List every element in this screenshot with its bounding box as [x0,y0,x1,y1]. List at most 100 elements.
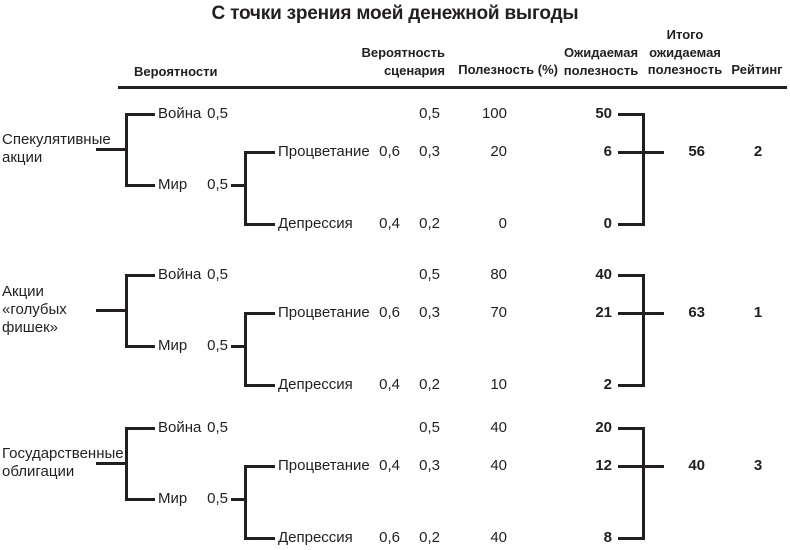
peace-connector-line [231,498,246,501]
prosperity-branch-line [244,151,275,154]
total-expected-utility: 56 [688,143,705,160]
peace-probability: 0,5 [207,490,228,507]
peace-connector-line [231,345,246,348]
prosperity-expected-utility: 12 [595,457,612,474]
sum-bracket-middle-line [618,465,664,468]
war-probability: 0,5 [207,105,228,122]
label-connector-line [96,148,127,151]
war-scenario-probability: 0,5 [419,419,440,436]
peace-probability: 0,5 [207,337,228,354]
option-label: Государственные облигации [2,445,128,481]
sum-bracket-top-line [618,427,644,430]
depression-scenario-probability: 0,2 [419,529,440,546]
col-header-utility: Полезность (%) [458,62,558,77]
label-connector-line [96,309,127,312]
decision-block: Спекулятивные акции Война 0,5 Мир 0,5 Пр… [0,104,790,236]
peace-branch-line [125,498,155,501]
depression-probability: 0,6 [379,529,400,546]
col-header-probabilities: Вероятности [134,64,218,79]
level1-bracket-line [125,113,128,187]
col-header-total-expected-utility: Итого ожидаемая полезность [643,26,727,79]
prosperity-utility: 20 [490,143,507,160]
sum-bracket-bottom-line [618,537,644,540]
option-label-line2: облигации [2,463,75,480]
prosperity-scenario-probability: 0,3 [419,143,440,160]
col-header-total-expected-utility-line2: ожидаемая [649,44,721,60]
col-header-expected-utility-line1: Ожидаемая [563,45,639,60]
col-header-expected-utility-line2: полезность [563,62,639,78]
prosperity-scenario-probability: 0,3 [419,304,440,321]
war-scenario-probability: 0,5 [419,266,440,283]
col-header-total-expected-utility-line1: Итого [666,27,704,42]
sum-bracket-middle-line [618,151,664,154]
option-label: Спекулятивные акции [2,131,128,167]
prosperity-expected-utility: 6 [603,143,612,160]
war-utility: 40 [490,419,507,436]
prosperity-probability: 0,4 [379,457,400,474]
war-branch-label: Война [158,105,202,122]
depression-utility: 10 [490,376,507,393]
peace-branch-label: Мир [158,490,188,507]
sum-bracket-top-line [618,113,644,116]
war-branch-label: Война [158,419,202,436]
depression-expected-utility: 8 [603,529,612,546]
depression-expected-utility: 0 [603,215,612,232]
depression-branch-line [244,223,275,226]
peace-connector-line [231,184,246,187]
war-branch-label: Война [158,266,202,283]
sum-bracket-vertical-line [642,427,645,540]
col-header-scenario-probability-line2: сценария [383,62,445,78]
sum-bracket-vertical-line [642,274,645,387]
option-label-line1: Спекулятивные [2,131,111,148]
level2-bracket-line [244,151,247,226]
col-header-scenario-probability: Вероятность сценария [327,44,446,79]
sum-bracket-vertical-line [642,113,645,226]
prosperity-branch-label: Процветание [278,457,370,474]
depression-branch-label: Депрессия [278,215,353,232]
depression-probability: 0,4 [379,376,400,393]
war-utility: 80 [490,266,507,283]
level1-bracket-line [125,427,128,501]
prosperity-probability: 0,6 [379,304,400,321]
prosperity-scenario-probability: 0,3 [419,457,440,474]
level2-bracket-line [244,312,247,387]
prosperity-branch-line [244,465,275,468]
war-expected-utility: 50 [595,105,612,122]
war-probability: 0,5 [207,266,228,283]
sum-bracket-bottom-line [618,223,644,226]
depression-branch-label: Депрессия [278,376,353,393]
decision-block: Акции «голубых фишек» Война 0,5 Мир 0,5 … [0,265,790,397]
depression-branch-label: Депрессия [278,529,353,546]
prosperity-probability: 0,6 [379,143,400,160]
prosperity-expected-utility: 21 [595,304,612,321]
prosperity-branch-line [244,312,275,315]
war-branch-line [125,274,155,277]
col-header-total-expected-utility-line3: полезность [647,62,723,77]
depression-utility: 40 [490,529,507,546]
decision-block: Государственные облигации Война 0,5 Мир … [0,418,790,550]
war-expected-utility: 20 [595,419,612,436]
peace-branch-label: Мир [158,337,188,354]
war-scenario-probability: 0,5 [419,105,440,122]
peace-branch-label: Мир [158,176,188,193]
option-label-line1: Государственные [2,445,124,462]
depression-branch-line [244,384,275,387]
level2-bracket-line [244,465,247,540]
war-branch-line [125,113,155,116]
rating-value: 3 [753,457,763,474]
peace-branch-line [125,184,155,187]
sum-bracket-bottom-line [618,384,644,387]
col-header-rating: Рейтинг [731,62,783,77]
peace-branch-line [125,345,155,348]
peace-probability: 0,5 [207,176,228,193]
prosperity-branch-label: Процветание [278,143,370,160]
rating-value: 1 [753,304,763,321]
depression-branch-line [244,537,275,540]
depression-expected-utility: 2 [603,376,612,393]
col-header-scenario-probability-line1: Вероятность [361,45,446,60]
option-label-line1: Акции [2,283,44,300]
prosperity-branch-label: Процветание [278,304,370,321]
label-connector-line [96,462,127,465]
option-label-line2: «голубых [2,301,67,318]
war-expected-utility: 40 [595,266,612,283]
